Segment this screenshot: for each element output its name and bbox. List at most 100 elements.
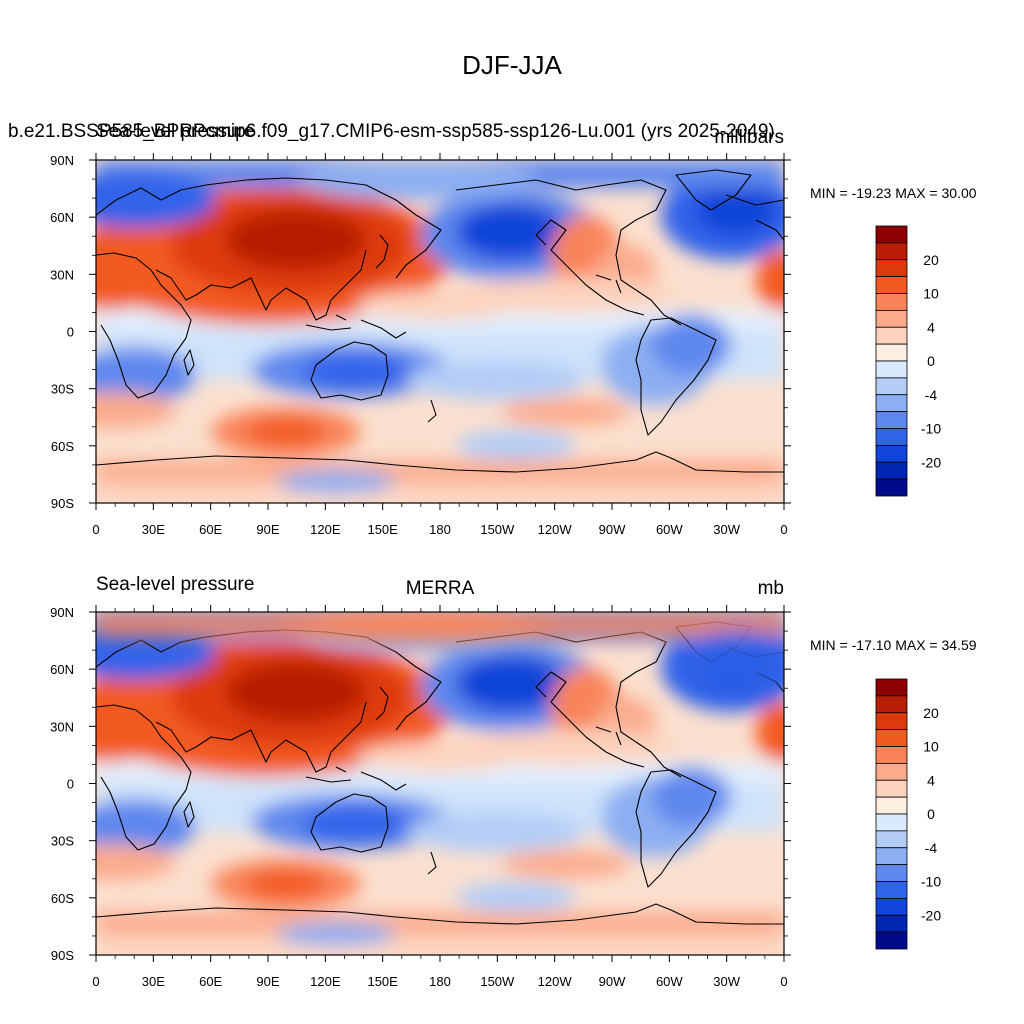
x-tick-label: 90E: [256, 522, 279, 537]
colorbar-swatch: [875, 360, 908, 379]
colorbar-swatch: [875, 695, 908, 714]
y-tick-label: 90N: [50, 153, 74, 168]
colorbar-swatch: [875, 461, 908, 480]
y-tick-label: 30S: [51, 834, 74, 849]
y-tick-label: 30N: [50, 267, 74, 282]
panel-1-axes: 0 30E 60E 90E 120E 150E 180 150W 120W 90W 60W 30W 0 9…: [50, 153, 791, 537]
panel-1-map: [56, 160, 806, 503]
colorbar-label: 10: [923, 739, 939, 755]
colorbar-label: 0: [927, 806, 935, 822]
colorbar-swatch: [875, 377, 908, 396]
x-tick-label: 90W: [599, 974, 626, 989]
x-tick-label: 180: [429, 522, 451, 537]
x-tick-label: 60W: [656, 974, 683, 989]
y-tick-label: 90S: [51, 948, 74, 963]
colorbar-swatch: [875, 914, 908, 933]
colorbar-label: -20: [921, 907, 941, 923]
colorbar-swatch: [875, 276, 908, 294]
colorbar-label: -20: [921, 454, 941, 470]
panel-1-case-title: b.e21.BSSP585_BPRPcmip6.f09_g17.CMIP6-es…: [8, 121, 775, 142]
colorbar-swatch: [875, 428, 908, 446]
x-tick-label: 60E: [199, 974, 222, 989]
colorbar-swatch: [875, 293, 908, 311]
colorbar-swatch: [875, 411, 908, 429]
panel-2-units: mb: [757, 578, 784, 599]
colorbar-swatch: [875, 830, 908, 849]
x-tick-label: 150E: [367, 974, 398, 989]
colorbar-swatch: [875, 309, 908, 328]
colorbar-swatch: [875, 931, 908, 950]
y-tick-label: 60S: [51, 439, 74, 454]
x-tick-label: 0: [780, 974, 787, 989]
x-tick-label: 30W: [713, 974, 740, 989]
colorbar-swatch: [875, 394, 908, 413]
colorbar-label: -10: [921, 874, 941, 890]
x-tick-label: 120W: [538, 522, 573, 537]
colorbar-swatch: [875, 259, 908, 278]
x-tick-label: 180: [429, 974, 451, 989]
colorbar-swatch: [875, 813, 908, 832]
y-tick-label: 0: [67, 777, 74, 792]
panel-2-dataset-title: MERRA: [405, 578, 475, 599]
panel-1-variable-title: Sea-level pressure: [96, 121, 255, 142]
colorbar-swatch: [875, 729, 908, 747]
x-tick-label: 0: [92, 974, 99, 989]
x-tick-label: 150E: [367, 522, 398, 537]
x-tick-label: 60W: [656, 522, 683, 537]
x-tick-label: 0: [92, 522, 99, 537]
y-tick-label: 0: [67, 325, 74, 340]
panel-2-map: [96, 612, 784, 955]
y-tick-label: 60S: [51, 891, 74, 906]
x-tick-label: 150W: [480, 974, 515, 989]
colorbar-swatch: [875, 796, 908, 815]
y-tick-label: 30S: [51, 382, 74, 397]
colorbar-swatch: [875, 478, 908, 497]
colorbar-swatch: [875, 678, 908, 697]
colorbar-label: -4: [925, 840, 938, 856]
x-tick-label: 120E: [310, 522, 341, 537]
colorbar-swatch: [875, 444, 908, 463]
x-tick-label: 120E: [310, 974, 341, 989]
x-tick-label: 0: [780, 522, 787, 537]
y-tick-label: 60N: [50, 662, 74, 677]
figure-title: DJF-JJA: [462, 50, 562, 80]
x-tick-label: 30E: [142, 974, 165, 989]
panel-1-colorbar: 20 10 4 0 -4 -10 -20: [875, 225, 941, 497]
panel-2-axes: 0 30E 60E 90E 120E 150E 180 150W 120W 90W 60W 30W 0 9…: [50, 605, 791, 989]
x-tick-label: 90E: [256, 974, 279, 989]
colorbar-swatch: [875, 242, 908, 261]
colorbar-label: 10: [923, 286, 939, 302]
x-tick-label: 60E: [199, 522, 222, 537]
colorbar-swatch: [875, 779, 908, 798]
colorbar-swatch: [875, 762, 908, 781]
colorbar-label: -10: [921, 421, 941, 437]
panel-2-min-max: MIN = -17.10 MAX = 34.59: [810, 637, 977, 653]
colorbar-swatch: [875, 326, 908, 345]
panel-2-variable-title: Sea-level pressure: [96, 574, 255, 595]
colorbar-label: 4: [927, 319, 935, 335]
x-tick-label: 90W: [599, 522, 626, 537]
panel-2-colorbar: 20 10 4 0 -4 -10 -20: [875, 678, 941, 950]
colorbar-swatch: [875, 343, 908, 362]
colorbar-swatch: [875, 746, 908, 764]
panel-1-min-max: MIN = -19.23 MAX = 30.00: [810, 185, 977, 201]
x-tick-label: 150W: [480, 522, 515, 537]
colorbar-swatch: [875, 864, 908, 882]
colorbar-swatch: [875, 225, 908, 244]
x-tick-label: 30W: [713, 522, 740, 537]
y-tick-label: 30N: [50, 719, 74, 734]
colorbar-label: 0: [927, 353, 935, 369]
colorbar-label: 4: [927, 772, 935, 788]
colorbar-swatch: [875, 881, 908, 899]
colorbar-swatch: [875, 847, 908, 866]
x-tick-label: 30E: [142, 522, 165, 537]
colorbar-label: 20: [923, 252, 939, 268]
y-tick-label: 90N: [50, 605, 74, 620]
colorbar-swatch: [875, 712, 908, 731]
colorbar-label: -4: [925, 387, 938, 403]
colorbar-label: 20: [923, 705, 939, 721]
colorbar-swatch: [875, 897, 908, 916]
y-tick-label: 90S: [51, 496, 74, 511]
x-tick-label: 120W: [538, 974, 573, 989]
